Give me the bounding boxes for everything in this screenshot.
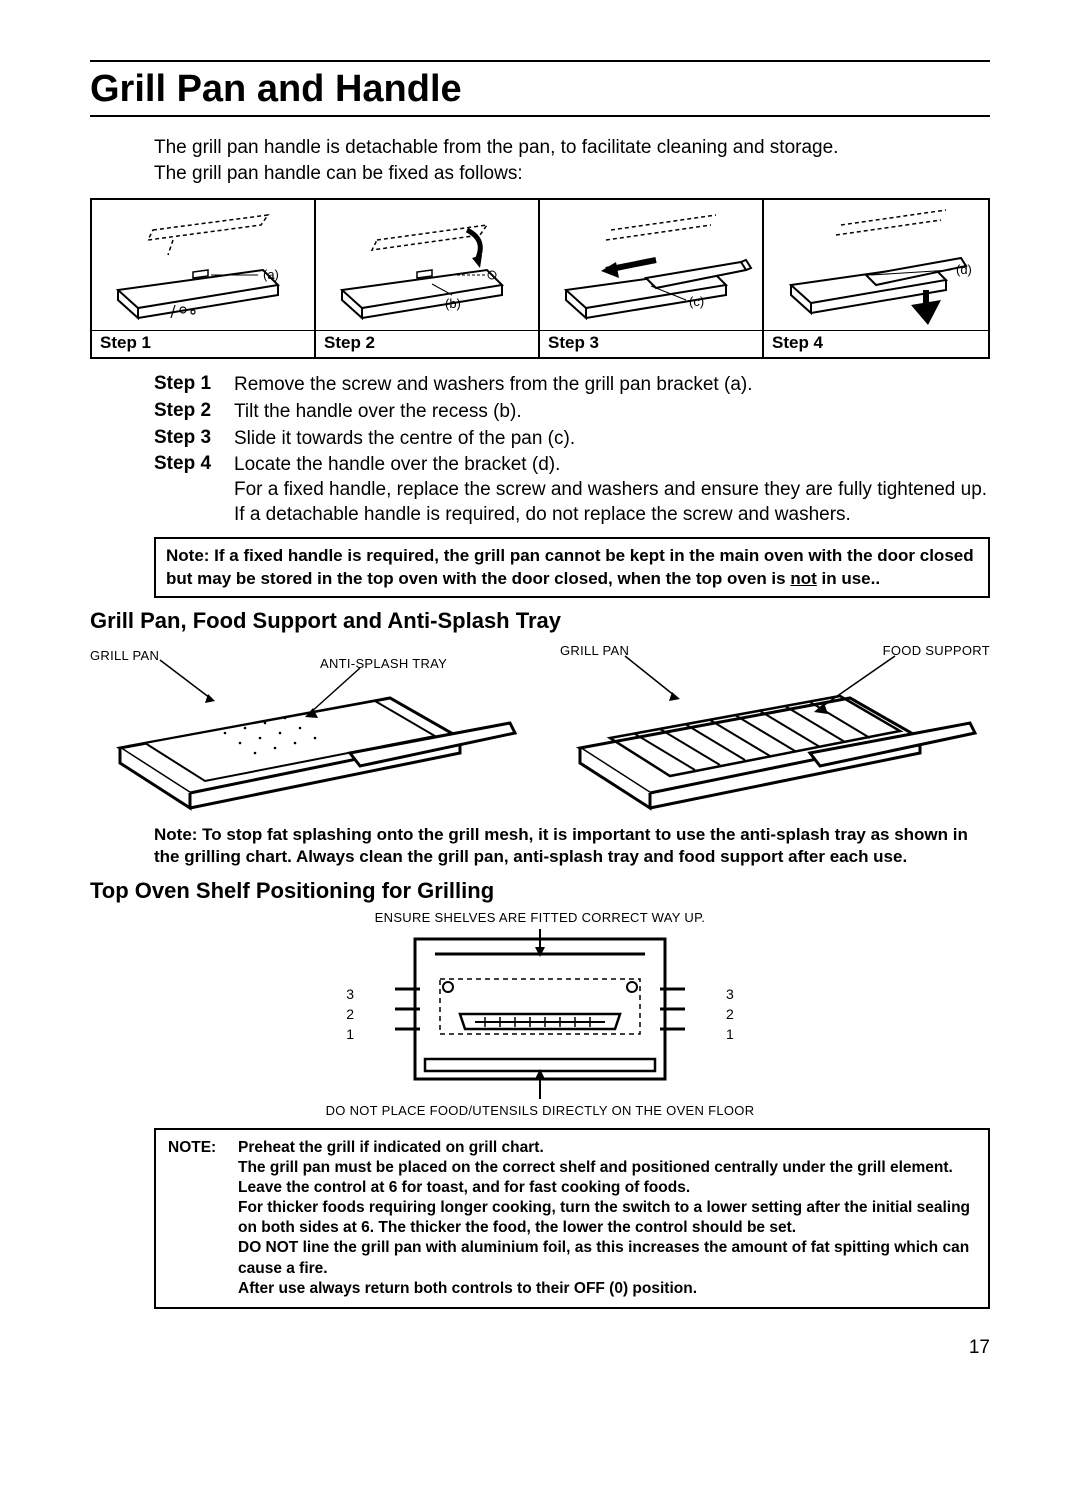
subheading-1: Grill Pan, Food Support and Anti-Splash … [90,608,990,634]
step-letter-a: (a) [263,267,279,282]
title-rule [90,115,990,117]
instruction-row-1: Step 1 Remove the screw and washers from… [154,373,990,398]
document-page: Grill Pan and Handle The grill pan handl… [0,0,1080,1399]
steps-diagram-row: (a) Step 1 [90,198,990,359]
shelf-num-r2: 2 [726,1004,734,1024]
step-letter-d: (d) [956,262,972,277]
instruction-label-1: Step 1 [154,373,234,398]
oven-caption-bottom: DO NOT PLACE FOOD/UTENSILS DIRECTLY ON T… [90,1103,990,1118]
step-cell-1: (a) Step 1 [92,200,316,357]
page-title: Grill Pan and Handle [90,68,990,111]
step-diagram-2: (b) [316,200,538,330]
instruction-label-4: Step 4 [154,453,234,527]
instruction-row-4: Step 4 Locate the handle over the bracke… [154,453,990,527]
pan-diagram-row: GRILL PAN ANTI-SPLASH TRAY [90,638,990,818]
instruction-text-3: Slide it towards the centre of the pan (… [234,427,575,452]
oven-caption-top: ENSURE SHELVES ARE FITTED CORRECT WAY UP… [90,910,990,925]
shelf-num-l3: 3 [346,984,354,1004]
step-letter-c: (c) [689,294,704,309]
step-caption-2: Step 2 [316,330,538,357]
pan-diagram-right: GRILL PAN FOOD SUPPORT [550,638,990,818]
shelf-num-r1: 1 [726,1024,734,1044]
step-diagram-3: (c) [540,200,762,330]
step-cell-4: (d) Step 4 [764,200,988,357]
step-cell-2: (b) Step 2 [316,200,540,357]
instruction-text-2: Tilt the handle over the recess (b). [234,400,522,425]
label-grill-pan-left: GRILL PAN [90,648,159,663]
instruction-text-4: Locate the handle over the bracket (d). … [234,453,990,527]
step-diagram-1: (a) [92,200,314,330]
label-anti-splash: ANTI-SPLASH TRAY [320,656,447,671]
oven-diagram [360,929,720,1099]
oven-diagram-wrap: ENSURE SHELVES ARE FITTED CORRECT WAY UP… [90,910,990,1118]
note-box-3: NOTE: Preheat the grill if indicated on … [154,1128,990,1309]
note1-underlined: not [790,569,816,588]
instruction-row-2: Step 2 Tilt the handle over the recess (… [154,400,990,425]
label-grill-pan-right: GRILL PAN [560,643,629,658]
note-2: Note: To stop fat splashing onto the gri… [154,824,990,868]
subheading-2: Top Oven Shelf Positioning for Grilling [90,878,990,904]
intro-text: The grill pan handle is detachable from … [154,135,990,186]
instruction-label-3: Step 3 [154,427,234,452]
shelf-num-r3: 3 [726,984,734,1004]
pan-diagram-left: GRILL PAN ANTI-SPLASH TRAY [90,638,530,818]
step-letter-b: (b) [445,296,461,311]
instruction-row-3: Step 3 Slide it towards the centre of th… [154,427,990,452]
shelf-num-l2: 2 [346,1004,354,1024]
note3-label: NOTE: [168,1138,238,1299]
instruction-list: Step 1 Remove the screw and washers from… [154,373,990,527]
step-caption-1: Step 1 [92,330,314,357]
label-food-support: FOOD SUPPORT [883,643,990,658]
instruction-text-1: Remove the screw and washers from the gr… [234,373,753,398]
instruction-label-2: Step 2 [154,400,234,425]
step-caption-4: Step 4 [764,330,988,357]
step-diagram-4: (d) [764,200,988,330]
intro-line-1: The grill pan handle is detachable from … [154,135,990,161]
page-number: 17 [90,1337,990,1359]
note1-suffix: in use.. [817,569,880,588]
intro-line-2: The grill pan handle can be fixed as fol… [154,161,990,187]
top-rule [90,60,990,62]
note-box-1: Note: If a fixed handle is required, the… [154,537,990,597]
shelf-numbers-right: 3 2 1 [726,984,734,1044]
step-cell-3: (c) Step 3 [540,200,764,357]
shelf-num-l1: 1 [346,1024,354,1044]
note3-text: Preheat the grill if indicated on grill … [238,1138,976,1299]
step-caption-3: Step 3 [540,330,762,357]
shelf-numbers-left: 3 2 1 [346,984,354,1044]
